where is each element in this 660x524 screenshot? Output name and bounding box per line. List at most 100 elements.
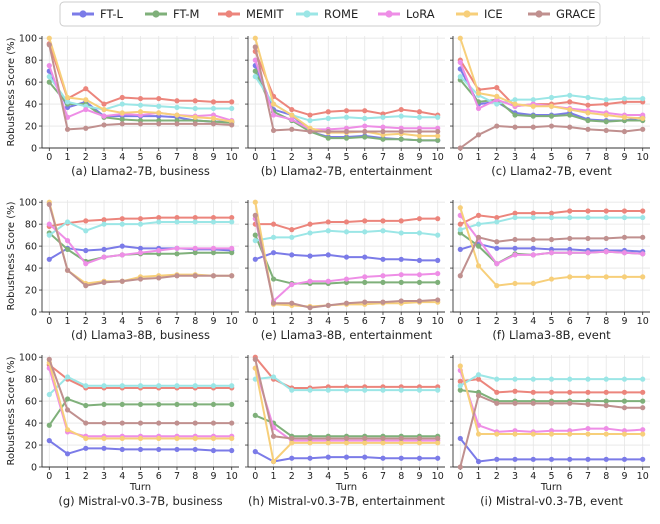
- data-point-rome: [416, 387, 423, 393]
- data-point-ft-m: [457, 387, 463, 393]
- data-point-ice: [494, 431, 500, 437]
- x-tick-label: 5: [137, 316, 143, 327]
- data-point-grace: [380, 435, 386, 442]
- data-point-ice: [494, 283, 500, 289]
- data-point-ft-m: [475, 243, 482, 249]
- x-tick-label: 5: [343, 471, 349, 482]
- x-tick-label: 0: [457, 316, 463, 327]
- data-point-grace: [83, 420, 89, 426]
- data-point-grace: [156, 420, 162, 426]
- data-point-ft-m: [362, 279, 368, 285]
- data-point-grace: [289, 435, 295, 442]
- data-point-grace: [603, 235, 609, 242]
- data-point-lora: [380, 273, 386, 279]
- data-point-memit: [174, 214, 180, 221]
- data-point-ice: [457, 363, 463, 369]
- data-point-ice: [64, 94, 71, 101]
- data-point-grace: [119, 121, 125, 127]
- y-axis-label: Robustness Score (%): [6, 201, 17, 310]
- data-point-ft-l: [192, 446, 198, 453]
- data-point-ice: [192, 435, 198, 442]
- data-point-grace: [585, 401, 591, 408]
- data-point-lora: [289, 281, 295, 288]
- data-point-grace: [585, 126, 591, 132]
- data-point-memit: [380, 218, 386, 224]
- x-tick-label: 7: [585, 316, 591, 327]
- data-point-rome: [512, 214, 518, 221]
- x-tick-label: 2: [494, 152, 500, 163]
- data-point-ice: [119, 110, 125, 116]
- data-point-ice: [548, 431, 555, 437]
- data-point-ft-l: [46, 256, 52, 262]
- y-tick-label: 100: [19, 33, 37, 44]
- data-point-ice: [289, 440, 295, 446]
- data-point-memit: [362, 108, 368, 114]
- data-point-ft-l: [435, 257, 441, 263]
- x-tick-label: 9: [621, 152, 627, 163]
- x-tick-label: 4: [119, 471, 125, 482]
- data-point-grace: [362, 299, 368, 305]
- data-point-ice: [640, 274, 646, 280]
- data-point-grace: [101, 279, 107, 285]
- data-point-rome: [83, 228, 89, 234]
- data-point-ice: [83, 97, 89, 103]
- data-point-grace: [137, 121, 144, 127]
- data-point-ft-m: [252, 412, 258, 418]
- data-point-ft-l: [325, 252, 331, 258]
- x-tick-label: 10: [637, 152, 649, 163]
- data-point-rome: [192, 105, 198, 112]
- y-tick-label: 80: [25, 219, 37, 230]
- x-tick-label: 9: [621, 471, 627, 482]
- data-point-rome: [512, 97, 518, 103]
- data-point-ft-m: [548, 113, 555, 119]
- panel-5: 0 1 2 3 4 5 6 7 8 9 10(e) Llama3-8B, entertainment: [245, 199, 445, 342]
- data-point-grace: [416, 435, 423, 442]
- data-point-rome: [343, 387, 350, 393]
- data-point-ice: [83, 435, 89, 442]
- data-point-lora: [398, 272, 404, 278]
- data-point-memit: [210, 214, 217, 221]
- data-point-ft-l: [270, 250, 277, 256]
- x-tick-label: 2: [289, 471, 295, 482]
- panel-2: 0 1 2 3 4 5 6 7 8 9 10(b) Llama2-7B, entertainment: [245, 35, 445, 178]
- y-tick-label: 20: [25, 121, 37, 132]
- x-tick-label: 2: [83, 316, 89, 327]
- data-point-ice: [475, 431, 482, 437]
- data-point-lora: [435, 270, 441, 277]
- data-point-rome: [380, 228, 386, 234]
- data-point-ft-m: [398, 136, 404, 142]
- data-point-grace: [640, 126, 646, 132]
- data-point-ice: [325, 440, 331, 446]
- data-point-memit: [457, 378, 463, 384]
- data-point-grace: [475, 132, 482, 138]
- data-point-rome: [603, 214, 609, 221]
- data-point-ice: [530, 103, 536, 109]
- data-point-ft-l: [494, 245, 500, 251]
- data-point-rome: [435, 387, 441, 393]
- data-point-ice: [457, 35, 463, 41]
- x-tick-label: 4: [530, 316, 536, 327]
- data-point-grace: [548, 236, 555, 243]
- data-point-lora: [362, 274, 368, 280]
- x-tick-label: 9: [210, 471, 216, 482]
- data-point-lora: [289, 116, 295, 123]
- y-tick-label: 0: [31, 462, 37, 473]
- data-point-memit: [343, 219, 350, 225]
- x-tick-label: 1: [65, 316, 71, 327]
- data-point-ice: [229, 435, 235, 442]
- data-point-grace: [603, 402, 609, 409]
- data-point-grace: [119, 420, 125, 426]
- x-tick-label: 6: [567, 316, 573, 327]
- data-point-ice: [252, 35, 258, 41]
- data-point-lora: [343, 276, 350, 282]
- data-point-memit: [229, 214, 235, 221]
- data-point-rome: [380, 387, 386, 393]
- data-point-ft-l: [362, 454, 368, 460]
- data-point-ice: [137, 109, 144, 115]
- data-point-grace: [325, 302, 331, 309]
- data-point-grace: [398, 128, 404, 135]
- data-point-memit: [475, 212, 482, 218]
